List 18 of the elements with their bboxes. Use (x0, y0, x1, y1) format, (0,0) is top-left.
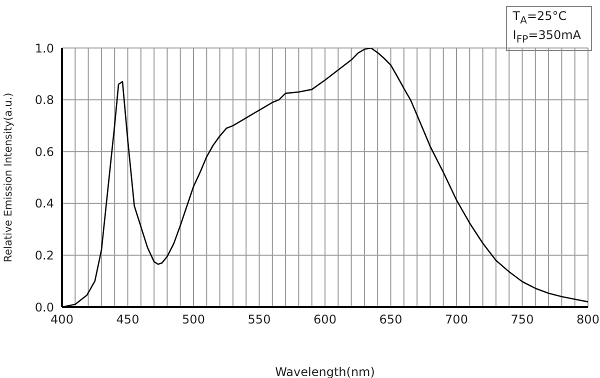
text: I$_{FP}$=350mA (512, 28, 581, 48)
x-tick-label: 700 (445, 312, 468, 327)
y-tick-label: 0.4 (34, 196, 54, 211)
x-tick-label: 550 (248, 312, 271, 327)
x-tick-label: 500 (182, 312, 205, 327)
y-tick-label: 0.8 (34, 93, 54, 108)
x-tick-label: 800 (576, 312, 600, 327)
x-tick-label: 600 (314, 312, 336, 327)
x-tick-label: 750 (510, 312, 534, 327)
y-tick-label: 1.0 (34, 41, 54, 56)
x-tick-label: 450 (116, 312, 140, 327)
text: T$_{A}$=25°C (512, 9, 568, 28)
y-tick-label: 0.2 (34, 248, 54, 262)
y-tick-label: 0.0 (34, 300, 54, 314)
x-tick-label: 650 (379, 312, 402, 327)
y-axis-title: Relative Emission Intensity(a.u.) (2, 92, 15, 262)
x-tick-label: 400 (50, 312, 74, 327)
y-tick-label: 0.6 (34, 144, 54, 159)
